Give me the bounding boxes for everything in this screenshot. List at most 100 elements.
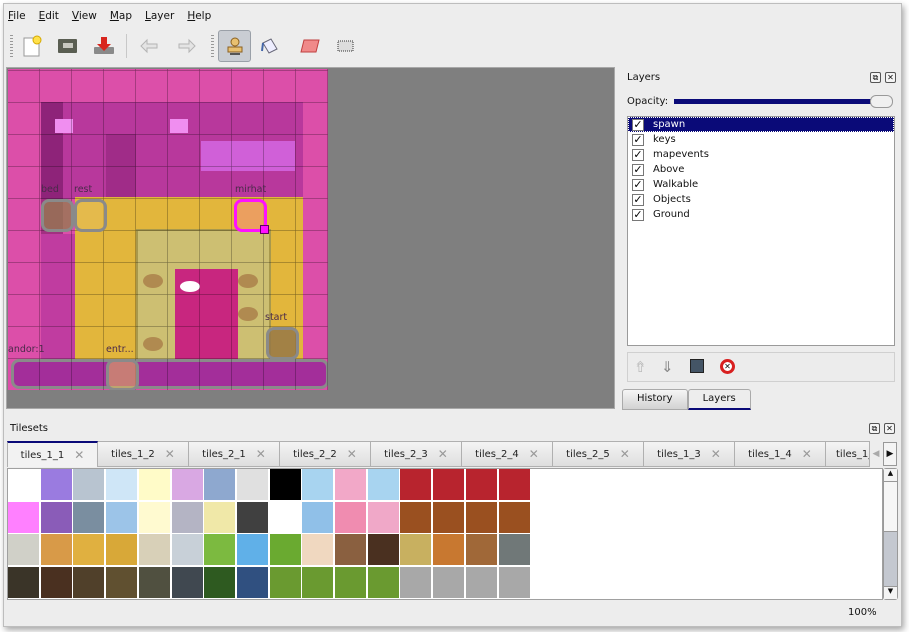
tile[interactable] (465, 534, 498, 567)
close-tab-icon[interactable]: ✕ (437, 447, 448, 461)
close-tab-icon[interactable]: ✕ (74, 448, 85, 462)
opacity-slider-handle[interactable] (870, 95, 893, 108)
tile[interactable] (433, 534, 466, 567)
resize-handle[interactable] (260, 225, 269, 234)
close-tab-icon[interactable]: ✕ (255, 447, 266, 461)
tile[interactable] (106, 534, 139, 567)
tileset-view[interactable] (7, 468, 883, 600)
tile[interactable] (269, 469, 302, 501)
layer-item-above[interactable]: ✓ Above (628, 162, 894, 177)
tile[interactable] (204, 534, 237, 567)
tile[interactable] (40, 501, 73, 534)
tile[interactable] (302, 501, 335, 534)
scroll-thumb[interactable] (884, 482, 897, 532)
layer-item-ground[interactable]: ✓ Ground (628, 207, 894, 222)
tile[interactable] (498, 501, 531, 534)
menu-help[interactable]: Help (187, 10, 212, 22)
tile[interactable] (8, 534, 40, 567)
tileset-tab[interactable]: tiles_1_2 ✕ (98, 441, 189, 467)
visibility-checkbox[interactable]: ✓ (632, 162, 644, 176)
tileset-tab[interactable]: tiles_1_1 ✕ (7, 441, 98, 467)
tile[interactable] (367, 567, 400, 599)
tileset-scrollbar[interactable]: ▲ ▼ (883, 468, 898, 600)
tile[interactable] (433, 469, 466, 501)
tile[interactable] (269, 567, 302, 599)
tile[interactable] (204, 567, 237, 599)
tile[interactable] (138, 501, 171, 534)
tile[interactable] (335, 469, 367, 501)
tile[interactable] (106, 501, 139, 534)
exit-zone[interactable] (11, 359, 328, 389)
raise-layer-button[interactable]: ⇮ (634, 358, 647, 376)
map-object-entrance[interactable] (106, 359, 139, 390)
tile[interactable] (204, 469, 237, 501)
tile[interactable] (204, 501, 237, 534)
map-object-bed[interactable] (41, 199, 74, 232)
tileset-tab[interactable]: tiles_2_3 ✕ (371, 441, 462, 467)
tab-history[interactable]: History (622, 389, 688, 410)
rect-select-button[interactable] (332, 32, 360, 60)
tile[interactable] (106, 567, 139, 599)
float-button[interactable]: ⧉ (870, 72, 881, 83)
tile[interactable] (400, 501, 433, 534)
float-button[interactable]: ⧉ (869, 423, 880, 434)
close-tab-icon[interactable]: ✕ (164, 447, 175, 461)
close-tab-icon[interactable]: ✕ (619, 447, 630, 461)
eraser-button[interactable] (296, 32, 324, 60)
new-map-button[interactable] (18, 32, 46, 60)
menu-layer[interactable]: Layer (145, 10, 175, 22)
toolbar-grip[interactable] (211, 35, 214, 57)
layer-item-spawn[interactable]: ✓ spawn (628, 117, 894, 132)
tile[interactable] (138, 534, 171, 567)
tile[interactable] (498, 567, 531, 599)
tile[interactable] (433, 501, 466, 534)
stamp-brush-button[interactable] (218, 30, 251, 62)
tabs-scroll-left[interactable]: ◀ (872, 449, 880, 459)
scroll-down-button[interactable]: ▼ (884, 586, 897, 599)
redo-button[interactable] (172, 32, 200, 60)
tileset-tab[interactable]: tiles_2_2 ✕ (280, 441, 371, 467)
tabs-scroll-right[interactable]: ▶ (883, 442, 897, 466)
tile[interactable] (269, 534, 302, 567)
tile[interactable] (433, 567, 466, 599)
close-tab-icon[interactable]: ✕ (801, 447, 812, 461)
tile[interactable] (335, 534, 367, 567)
tile[interactable] (138, 469, 171, 501)
tile[interactable] (400, 469, 433, 501)
map-object-start[interactable] (266, 327, 299, 360)
tile[interactable] (8, 567, 40, 599)
undo-button[interactable] (136, 32, 164, 60)
close-tab-icon[interactable]: ✕ (346, 447, 357, 461)
map-viewport[interactable]: bed rest mirhat start andor:1 entr... (6, 67, 615, 409)
tile[interactable] (465, 469, 498, 501)
tile[interactable] (302, 534, 335, 567)
tile[interactable] (73, 501, 106, 534)
lower-layer-button[interactable]: ⇓ (661, 358, 674, 376)
tile[interactable] (73, 469, 106, 501)
tile[interactable] (106, 469, 139, 501)
tile[interactable] (40, 469, 73, 501)
open-button[interactable] (54, 32, 82, 60)
visibility-checkbox[interactable]: ✓ (632, 132, 644, 146)
visibility-checkbox[interactable]: ✓ (632, 192, 644, 206)
tile[interactable] (498, 534, 531, 567)
map-object-mirhat[interactable] (234, 199, 267, 232)
tile[interactable] (302, 469, 335, 501)
tileset-tab[interactable]: tiles_1_ (826, 441, 870, 467)
tile[interactable] (335, 567, 367, 599)
tileset-tab[interactable]: tiles_2_5 ✕ (553, 441, 644, 467)
menu-file[interactable]: File (8, 10, 26, 22)
visibility-checkbox[interactable]: ✓ (632, 177, 644, 191)
tileset-tab[interactable]: tiles_1_3 ✕ (644, 441, 735, 467)
visibility-checkbox[interactable]: ✓ (632, 117, 644, 131)
tile[interactable] (236, 567, 269, 599)
tile[interactable] (236, 501, 269, 534)
close-tab-icon[interactable]: ✕ (710, 447, 721, 461)
tile[interactable] (171, 534, 204, 567)
tileset-tab[interactable]: tiles_2_1 ✕ (189, 441, 280, 467)
map-object-rest[interactable] (74, 199, 107, 232)
tile[interactable] (269, 501, 302, 534)
tile[interactable] (335, 501, 367, 534)
close-dock-button[interactable]: ✕ (885, 72, 896, 83)
bucket-fill-button[interactable] (256, 32, 284, 60)
